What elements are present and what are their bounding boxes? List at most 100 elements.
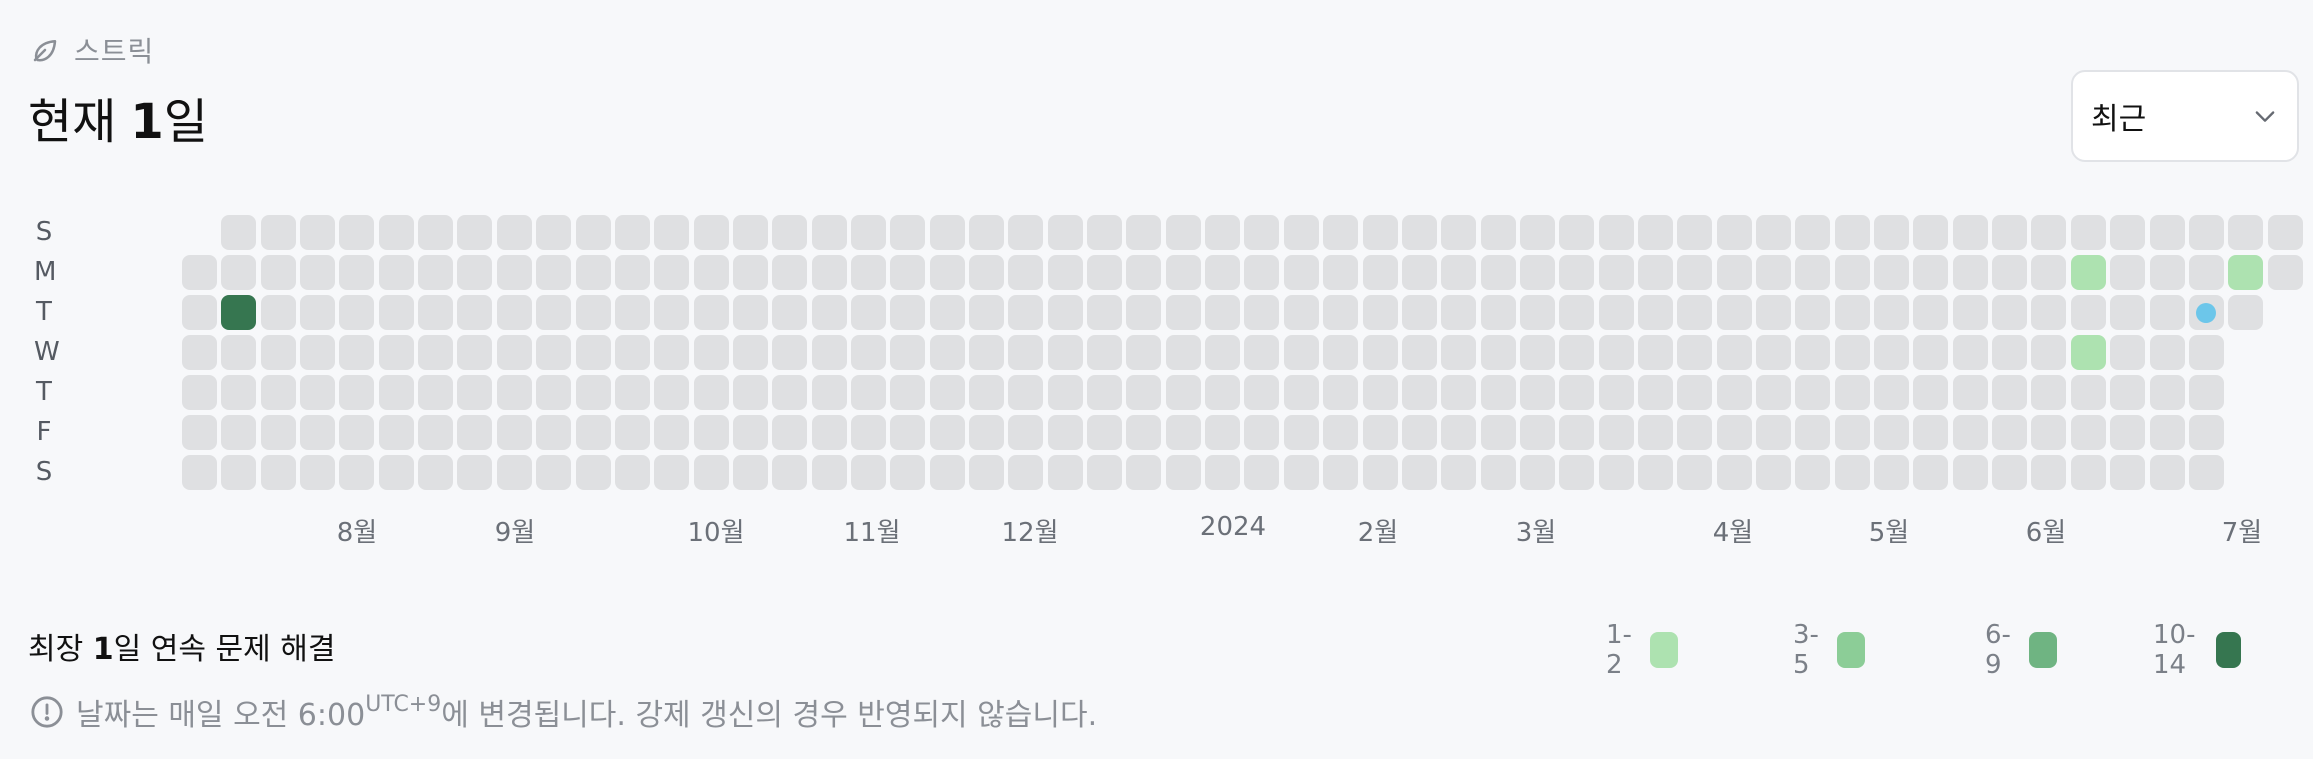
calendar-day-cell <box>732 255 768 290</box>
calendar-day-cell <box>2149 255 2185 290</box>
calendar-day-cell <box>1401 255 1437 290</box>
best-streak-prefix: 최장 <box>28 632 84 667</box>
calendar-day-cell <box>260 415 296 450</box>
calendar-day-cell <box>2110 215 2146 250</box>
calendar-day-cell <box>2228 295 2264 330</box>
calendar-day-cell <box>1008 335 1044 370</box>
calendar-day-cell <box>1401 215 1437 250</box>
calendar-day-cell <box>732 455 768 490</box>
day-label: S <box>35 457 53 487</box>
calendar-day-cell <box>536 295 572 330</box>
month-label: 12월 <box>1001 518 1059 548</box>
calendar-day-cell <box>300 335 336 370</box>
calendar-day-cell <box>1992 215 2028 250</box>
calendar-day-cell <box>1952 255 1988 290</box>
calendar-day-cell <box>418 455 454 490</box>
calendar-day-cell <box>418 255 454 290</box>
calendar-day-cell <box>654 215 690 250</box>
day-label: S <box>35 217 53 247</box>
calendar-day-cell <box>890 415 926 450</box>
calendar-day-cell <box>575 335 611 370</box>
streak-header: 스트릭 <box>30 30 154 70</box>
calendar-day-cell <box>260 255 296 290</box>
calendar-day-cell <box>300 375 336 410</box>
calendar-day-cell <box>221 255 257 290</box>
best-streak-days: 1 <box>92 632 114 667</box>
calendar-day-cell <box>1362 415 1398 450</box>
calendar-day-cell <box>2188 255 2224 290</box>
calendar-day-cell <box>1244 375 1280 410</box>
calendar-day-cell <box>1126 215 1162 250</box>
calendar-day-cell <box>1795 295 1831 330</box>
streak-calendar: S M T W T F S 8월 9월 10월 11월 12월 2024 2월 … <box>34 215 2303 548</box>
calendar-day-cell <box>1992 335 2028 370</box>
calendar-day-cell <box>418 375 454 410</box>
legend-label: 3-5 <box>1793 620 1819 680</box>
calendar-day-cell <box>1441 255 1477 290</box>
calendar-day-cell <box>1834 415 1870 450</box>
calendar-day-cell <box>1480 375 1516 410</box>
calendar-day-cell <box>1598 215 1634 250</box>
best-streak-suffix: 일 연속 문제 해결 <box>113 632 336 667</box>
current-streak-prefix: 현재 <box>28 94 117 150</box>
calendar-day-cell <box>614 215 650 250</box>
calendar-day-cell <box>2031 295 2067 330</box>
calendar-day-cell <box>693 375 729 410</box>
calendar-day-cell <box>1126 375 1162 410</box>
calendar-day-cell <box>929 295 965 330</box>
calendar-day-cell <box>1913 295 1949 330</box>
calendar-day-cell <box>575 375 611 410</box>
month-label: 6월 <box>2025 518 2067 548</box>
calendar-day-cell <box>1205 455 1241 490</box>
calendar-day-cell <box>654 415 690 450</box>
calendar-day-cell <box>850 335 886 370</box>
calendar-day-cell <box>1834 375 1870 410</box>
calendar-day-cell <box>1205 335 1241 370</box>
calendar-day-cell <box>1913 255 1949 290</box>
calendar-day-cell <box>339 455 375 490</box>
calendar-day-cell <box>536 335 572 370</box>
calendar-day-cell <box>1126 255 1162 290</box>
calendar-day-cell <box>1047 415 1083 450</box>
current-streak-days: 1 <box>130 94 164 150</box>
calendar-day-cell <box>1834 255 1870 290</box>
calendar-day-cell <box>457 335 493 370</box>
calendar-day-cell <box>1480 455 1516 490</box>
calendar-day-cell <box>811 375 847 410</box>
calendar-day-cell <box>1756 415 1791 450</box>
calendar-day-cell <box>496 335 532 370</box>
calendar-day-cell <box>1559 295 1595 330</box>
calendar-day-cell <box>339 255 375 290</box>
calendar-day-cell <box>1008 415 1044 450</box>
calendar-day-cell <box>1087 455 1123 490</box>
calendar-day-cell <box>1716 455 1752 490</box>
leaf-icon <box>33 40 57 62</box>
calendar-day-cell <box>772 255 808 290</box>
calendar-day-cell <box>1756 295 1791 330</box>
calendar-day-cell <box>850 255 886 290</box>
calendar-day-cell <box>1795 255 1831 290</box>
calendar-day-cell <box>1165 295 1201 330</box>
calendar-day-cell <box>1795 455 1831 490</box>
calendar-day-cell <box>2188 455 2224 490</box>
notice-text-post: 에 변경됩니다. 강제 갱신의 경우 반영되지 않습니다. <box>441 698 1098 733</box>
calendar-day-cell <box>1165 215 1201 250</box>
legend-swatch <box>2028 632 2057 668</box>
calendar-day-cell <box>339 375 375 410</box>
calendar-day-cell <box>221 415 257 450</box>
calendar-day-cell <box>1756 455 1791 490</box>
period-select[interactable]: 최근 <box>2071 70 2299 162</box>
calendar-day-cell <box>260 295 296 330</box>
calendar-day-cell <box>969 415 1004 450</box>
calendar-day-cell <box>2070 375 2106 410</box>
calendar-day-cell <box>378 455 414 490</box>
calendar-day-cell <box>2031 455 2067 490</box>
calendar-day-cell <box>1401 295 1437 330</box>
calendar-day-cell <box>1637 455 1673 490</box>
calendar-day-cell <box>1598 375 1634 410</box>
calendar-day-cell <box>1637 215 1673 250</box>
chevron-down-icon <box>2255 111 2275 122</box>
calendar-day-cell <box>929 255 965 290</box>
calendar-day-cell <box>1716 215 1752 250</box>
calendar-day-cell <box>339 215 375 250</box>
